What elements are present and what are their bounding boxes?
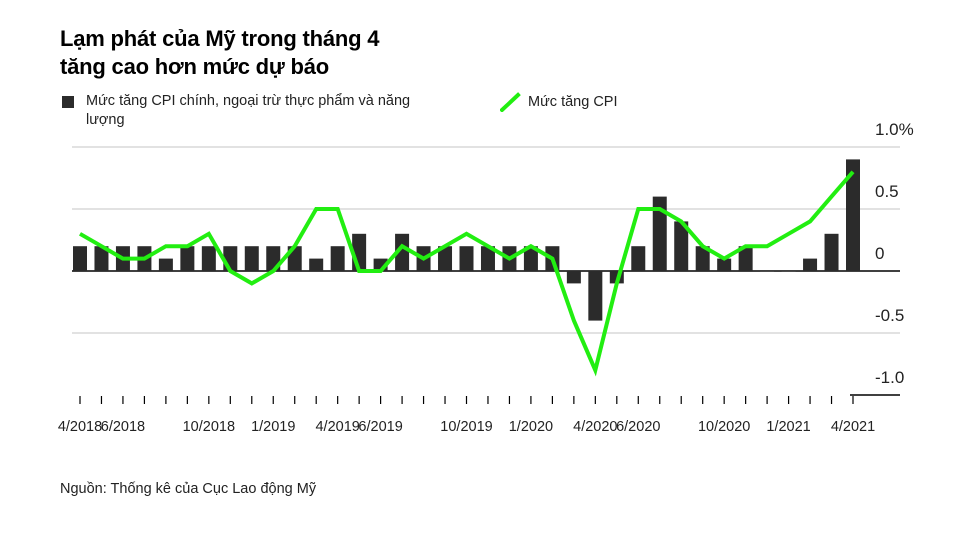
bar <box>309 258 324 271</box>
cpi-line <box>79 170 855 377</box>
bar <box>631 246 646 271</box>
bar <box>244 246 259 271</box>
legend-bar-swatch-icon <box>62 96 74 108</box>
bar <box>803 258 818 271</box>
x-tick-label: 6/2018 <box>101 419 145 435</box>
bar <box>73 246 87 271</box>
x-tick-label: 10/2020 <box>698 419 750 435</box>
x-tick-label: 1/2019 <box>251 419 295 435</box>
bar <box>395 233 410 271</box>
legend-item-cpi: Mức tăng CPI <box>500 92 618 112</box>
bar <box>674 221 689 271</box>
y-tick-label: -0.5 <box>875 306 904 325</box>
x-tick-label: 1/2021 <box>766 419 810 435</box>
bar <box>438 246 453 271</box>
x-tick-label: 6/2020 <box>616 419 660 435</box>
x-tick-label: 4/2020 <box>573 419 617 435</box>
bar <box>652 196 667 271</box>
y-tick-label: 1.0% <box>875 120 914 139</box>
y-tick-label: 0.5 <box>875 182 899 201</box>
x-tick-label: 10/2018 <box>183 419 235 435</box>
legend-core-cpi-label: Mức tăng CPI chính, ngoại trừ thực phẩm … <box>86 93 411 128</box>
bar <box>523 246 538 271</box>
bar <box>846 159 860 271</box>
bar <box>94 246 109 271</box>
x-tick-label: 4/2021 <box>831 419 875 435</box>
x-tick-label: 6/2019 <box>358 419 402 435</box>
legend-item-core-cpi: Mức tăng CPI chính, ngoại trừ thực phẩm … <box>62 92 426 130</box>
bar <box>781 271 796 272</box>
bar <box>330 246 345 271</box>
chart-title-line-2: tăng cao hơn mức dự báo <box>60 54 330 79</box>
bar <box>824 233 839 271</box>
bar <box>588 271 603 321</box>
y-tick-label: 0 <box>875 244 884 263</box>
y-tick-label: -1.0 <box>875 368 904 387</box>
legend-line-swatch-icon <box>500 92 521 112</box>
bar <box>566 271 581 284</box>
bar <box>158 258 173 271</box>
bar-series <box>73 159 860 321</box>
y-axis: 1.0% 0.5 0 -0.5 -1.0 <box>875 120 914 387</box>
x-tick-label: 10/2019 <box>440 419 492 435</box>
x-tick-label: 4/2019 <box>315 419 359 435</box>
bar <box>201 246 216 271</box>
x-tick-label: 4/2018 <box>58 419 102 435</box>
chart-title: Lạm phát của Mỹ trong tháng 4 tăng cao h… <box>60 25 380 81</box>
bar <box>760 271 775 272</box>
bar <box>180 246 195 271</box>
chart-title-line-1: Lạm phát của Mỹ trong tháng 4 <box>60 26 380 51</box>
bar <box>738 246 753 271</box>
line-series <box>79 170 855 377</box>
bar <box>717 258 732 271</box>
bar <box>480 246 495 271</box>
x-tick-label: 1/2020 <box>509 419 553 435</box>
bar <box>695 246 710 271</box>
source-note: Nguồn: Thống kê của Cục Lao động Mỹ <box>60 481 317 497</box>
legend-cpi-label: Mức tăng CPI <box>528 93 618 110</box>
bar <box>459 246 474 271</box>
